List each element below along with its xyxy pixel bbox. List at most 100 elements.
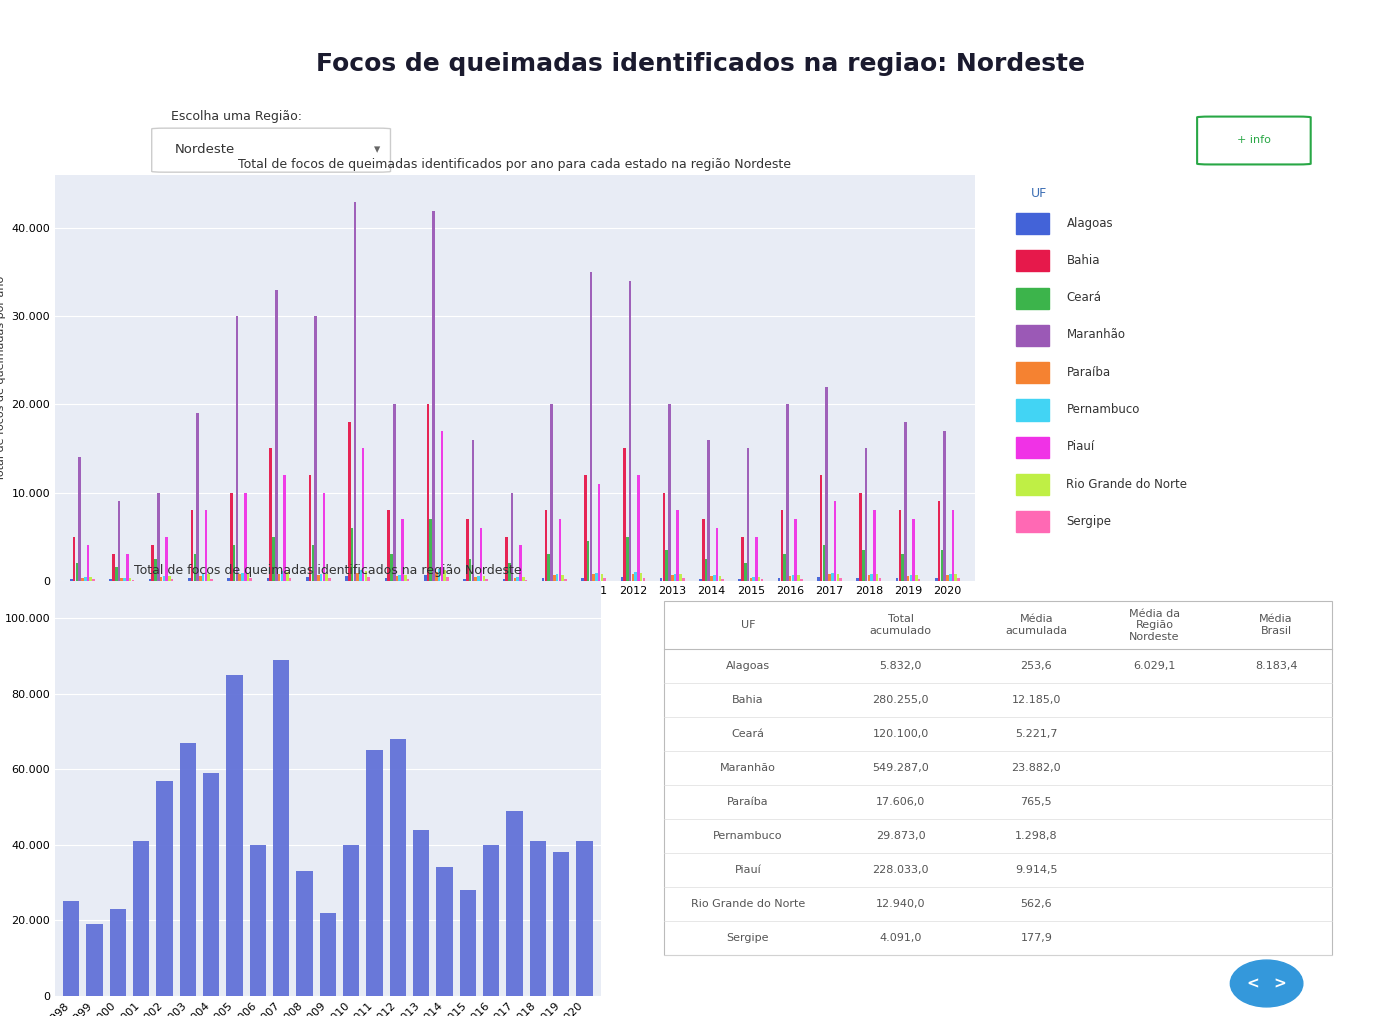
Bar — [715, 527, 718, 581]
Bar — [505, 536, 508, 581]
Bar — [632, 574, 634, 581]
Bar — [519, 546, 522, 581]
Text: Pernambuco: Pernambuco — [713, 831, 783, 841]
Text: Paraíba: Paraíba — [728, 798, 769, 808]
Bar — [438, 569, 441, 581]
Bar — [362, 448, 364, 581]
Bar — [393, 404, 395, 581]
Bar — [247, 573, 250, 581]
Bar — [901, 554, 903, 581]
Bar — [343, 844, 360, 996]
Bar — [398, 575, 401, 581]
Bar — [671, 575, 674, 581]
Bar — [710, 576, 713, 581]
Bar — [542, 578, 545, 581]
Bar — [250, 578, 253, 581]
Bar — [665, 601, 1332, 955]
Text: Paraíba: Paraíba — [1067, 366, 1111, 379]
Bar — [277, 574, 280, 581]
Bar — [789, 576, 791, 581]
Text: Piauí: Piauí — [1067, 440, 1094, 453]
Bar — [351, 527, 353, 581]
Bar — [514, 578, 516, 581]
Bar — [476, 576, 479, 581]
Text: 253,6: 253,6 — [1020, 661, 1052, 672]
Bar — [446, 577, 449, 581]
Bar — [272, 536, 275, 581]
Text: 5.832,0: 5.832,0 — [880, 661, 921, 672]
Bar — [778, 578, 780, 581]
Bar — [306, 577, 309, 581]
Text: Rio Grande do Norte: Rio Grande do Norte — [691, 899, 805, 909]
X-axis label: Ano: Ano — [503, 601, 527, 614]
Text: Total
acumulado: Total acumulado — [869, 615, 932, 636]
Bar — [354, 202, 356, 581]
Bar — [273, 659, 290, 996]
Bar — [188, 578, 191, 581]
Bar — [623, 448, 626, 581]
Bar — [110, 579, 113, 581]
Bar — [862, 550, 865, 581]
Bar — [707, 440, 710, 581]
Text: Piauí: Piauí — [735, 866, 761, 876]
Bar — [680, 574, 682, 581]
Bar — [207, 574, 210, 581]
Bar — [368, 577, 371, 581]
Bar — [906, 576, 909, 581]
Bar — [239, 574, 242, 581]
Text: Maranhão: Maranhão — [1067, 328, 1126, 341]
Bar — [78, 457, 81, 581]
Bar — [194, 554, 196, 581]
Bar — [507, 811, 523, 996]
Bar — [752, 577, 755, 581]
Bar — [228, 578, 229, 581]
Bar — [427, 404, 430, 581]
Bar — [857, 578, 859, 581]
Bar — [1016, 213, 1049, 234]
Bar — [787, 404, 788, 581]
Text: Alagoas: Alagoas — [1067, 216, 1114, 230]
Bar — [1016, 288, 1049, 309]
Text: Ceará: Ceará — [732, 729, 765, 740]
Bar — [460, 890, 476, 996]
Bar — [401, 519, 404, 581]
Bar — [168, 576, 170, 581]
Bar — [390, 739, 406, 996]
Bar — [227, 675, 243, 996]
Text: 228.033,0: 228.033,0 — [872, 866, 930, 876]
Bar — [551, 404, 553, 581]
Bar — [320, 912, 336, 996]
Bar — [820, 474, 822, 581]
Bar — [390, 554, 393, 581]
Bar — [586, 541, 589, 581]
Bar — [682, 578, 685, 581]
Bar — [559, 519, 562, 581]
Text: Maranhão: Maranhão — [719, 763, 776, 773]
Text: Rio Grande do Norte: Rio Grande do Norte — [1067, 478, 1188, 491]
Bar — [465, 519, 468, 581]
Text: Sergipe: Sergipe — [1067, 515, 1112, 528]
Bar — [199, 576, 202, 581]
Text: 23.882,0: 23.882,0 — [1012, 763, 1061, 773]
Bar — [314, 316, 317, 581]
Bar — [755, 536, 758, 581]
Bar — [1016, 399, 1049, 421]
Bar — [269, 448, 272, 581]
Bar — [317, 575, 320, 581]
Bar — [92, 579, 95, 581]
Bar — [833, 501, 836, 581]
Bar — [1016, 511, 1049, 532]
Bar — [704, 559, 707, 581]
Bar — [413, 830, 430, 996]
Bar — [581, 578, 584, 581]
Text: Bahia: Bahia — [1067, 254, 1100, 267]
Bar — [677, 510, 680, 581]
Bar — [951, 510, 954, 581]
Bar — [205, 510, 207, 581]
Bar — [432, 210, 435, 581]
Bar — [873, 510, 876, 581]
FancyBboxPatch shape — [151, 128, 390, 172]
Bar — [669, 404, 671, 581]
Bar — [129, 578, 132, 581]
Bar — [859, 493, 862, 581]
